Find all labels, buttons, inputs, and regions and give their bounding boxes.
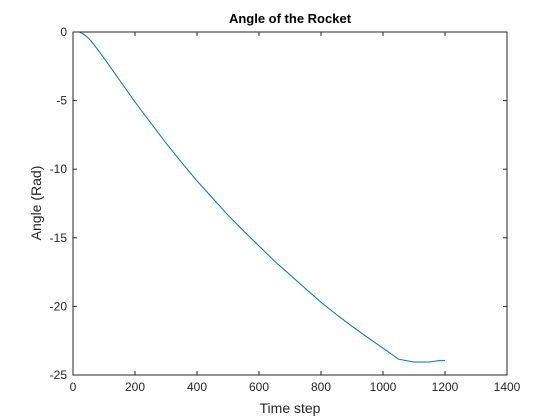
y-axis-title: Angle (Rad) bbox=[28, 166, 44, 241]
x-tick-label: 600 bbox=[249, 380, 269, 394]
x-tick-label: 400 bbox=[187, 380, 207, 394]
x-tick-label: 200 bbox=[125, 380, 145, 394]
y-tick-label: -10 bbox=[50, 162, 68, 176]
y-tick-label: -5 bbox=[56, 94, 67, 108]
y-tick-label: -25 bbox=[50, 368, 68, 382]
y-axis: 0 -5 -10 -15 -20 -25 bbox=[50, 25, 507, 382]
plot-area: 0 200 400 600 800 1000 1200 1400 0 -5 -10 -15 -20 -2… bbox=[50, 25, 521, 394]
x-tick-label: 1400 bbox=[494, 380, 521, 394]
chart-title: Angle of the Rocket bbox=[229, 11, 352, 26]
x-tick-label: 1200 bbox=[432, 380, 459, 394]
axes-box bbox=[72, 31, 508, 376]
x-tick-label: 1000 bbox=[370, 380, 397, 394]
y-tick-label: 0 bbox=[60, 25, 67, 39]
x-tick-label: 0 bbox=[70, 380, 77, 394]
x-axis: 0 200 400 600 800 1000 1200 1400 bbox=[70, 32, 521, 394]
y-tick-label: -20 bbox=[50, 299, 68, 313]
y-tick-label: -15 bbox=[50, 231, 68, 245]
x-axis-title: Time step bbox=[260, 400, 321, 416]
x-tick-label: 800 bbox=[311, 380, 331, 394]
series-line bbox=[73, 31, 445, 363]
